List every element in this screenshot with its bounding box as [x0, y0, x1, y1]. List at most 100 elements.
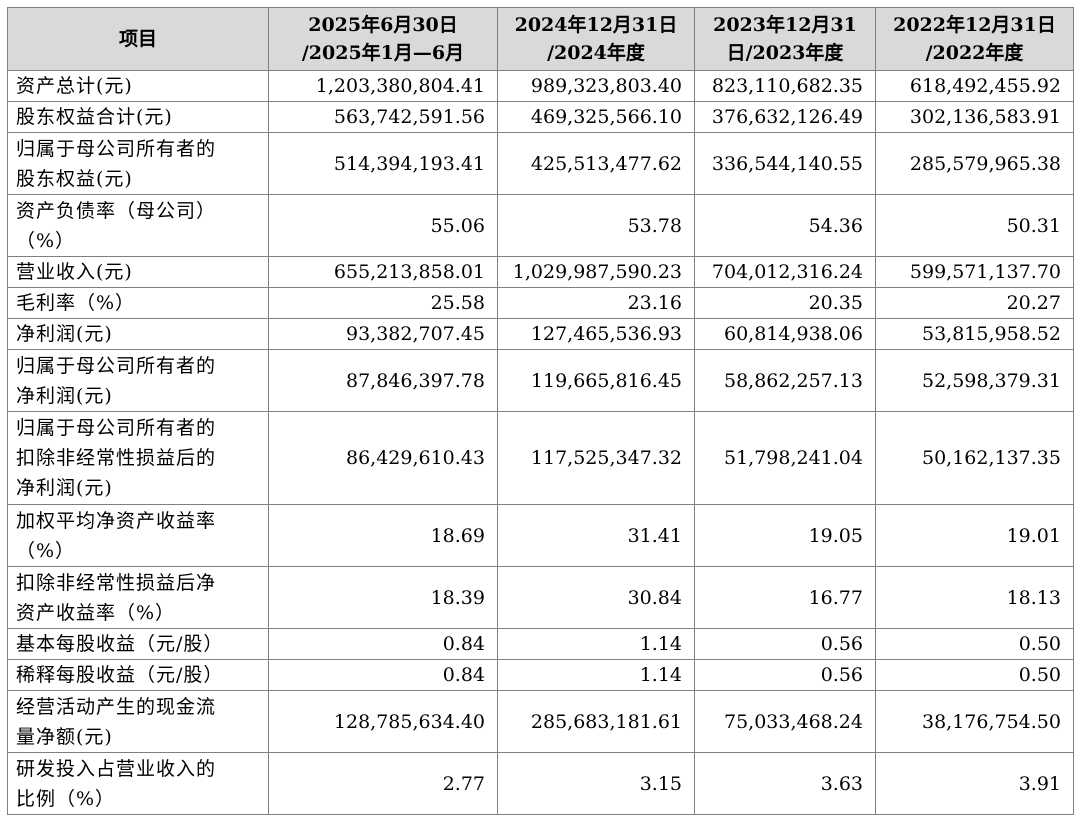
row-label-line: 资产负债率（母公司） — [16, 199, 217, 222]
row-label-line: 净利润(元) — [16, 323, 113, 345]
header-item: 项目 — [7, 7, 269, 71]
value-cell: 0.56 — [694, 659, 876, 691]
value-cell: 51,798,241.04 — [694, 411, 876, 505]
value-cell: 127,465,536.93 — [497, 318, 695, 350]
row-label-line: （%） — [16, 539, 76, 562]
row-label-line: 资产收益率（%） — [16, 601, 176, 624]
row-label-line: 加权平均净资产收益率 — [16, 509, 217, 532]
value-cell: 50.31 — [875, 194, 1074, 257]
row-label-line: 毛利率（%） — [16, 292, 136, 314]
value-cell: 38,176,754.50 — [875, 690, 1074, 753]
row-label-line: 营业收入(元) — [16, 261, 133, 283]
value-cell: 86,429,610.43 — [268, 411, 498, 505]
value-cell: 1.14 — [497, 659, 695, 691]
row-label-line: 股东权益合计(元) — [16, 106, 173, 128]
value-cell: 599,571,137.70 — [875, 256, 1074, 288]
value-cell: 16.77 — [694, 566, 876, 629]
value-cell: 302,136,583.91 — [875, 101, 1074, 133]
value-cell: 20.27 — [875, 287, 1074, 319]
value-cell: 119,665,816.45 — [497, 349, 695, 412]
value-cell: 3.91 — [875, 752, 1074, 815]
value-cell: 18.13 — [875, 566, 1074, 629]
value-cell: 514,394,193.41 — [268, 132, 498, 195]
value-cell: 53.78 — [497, 194, 695, 257]
row-label: 研发投入占营业收入的 比例（%） — [7, 752, 269, 815]
value-cell: 563,742,591.56 — [268, 101, 498, 133]
value-cell: 25.58 — [268, 287, 498, 319]
value-cell: 31.41 — [497, 504, 695, 567]
value-cell: 75,033,468.24 — [694, 690, 876, 753]
value-cell: 128,785,634.40 — [268, 690, 498, 753]
value-cell: 0.84 — [268, 659, 498, 691]
value-cell: 60,814,938.06 — [694, 318, 876, 350]
table-row: 股东权益合计(元) 563,742,591.56 469,325,566.10 376… — [7, 101, 1074, 133]
value-cell: 53,815,958.52 — [875, 318, 1074, 350]
row-label-line: 归属于母公司所有者的 — [16, 417, 217, 439]
header-period-2025h1: 2025年6月30日 /2025年1月—6月 — [268, 7, 498, 71]
value-cell: 823,110,682.35 — [694, 70, 876, 102]
row-label: 净利润(元) — [7, 318, 269, 350]
value-cell: 50,162,137.35 — [875, 411, 1074, 505]
row-label-line: 比例（%） — [16, 787, 116, 810]
value-cell: 425,513,477.62 — [497, 132, 695, 195]
value-cell: 55.06 — [268, 194, 498, 257]
value-cell: 18.69 — [268, 504, 498, 567]
row-label: 毛利率（%） — [7, 287, 269, 319]
value-cell: 58,862,257.13 — [694, 349, 876, 412]
value-cell: 704,012,316.24 — [694, 256, 876, 288]
row-label: 资产总计(元) — [7, 70, 269, 102]
row-label-line: 归属于母公司所有者的 — [16, 137, 217, 160]
row-label-line: 经营活动产生的现金流 — [16, 695, 217, 718]
table-row: 加权平均净资产收益率 （%） 18.69 31.41 19.05 19.01 — [7, 504, 1074, 567]
value-cell: 336,544,140.55 — [694, 132, 876, 195]
row-label-line: 稀释每股收益（元/股） — [16, 664, 224, 686]
row-label-line: 扣除非经常性损益后净 — [16, 571, 217, 594]
value-cell: 469,325,566.10 — [497, 101, 695, 133]
row-label-line: 基本每股收益（元/股） — [16, 633, 224, 655]
row-label-line: 扣除非经常性损益后的 — [16, 447, 217, 469]
value-cell: 3.15 — [497, 752, 695, 815]
row-label: 经营活动产生的现金流 量净额(元) — [7, 690, 269, 753]
value-cell: 1,203,380,804.41 — [268, 70, 498, 102]
row-label: 扣除非经常性损益后净 资产收益率（%） — [7, 566, 269, 629]
value-cell: 285,579,965.38 — [875, 132, 1074, 195]
table-row: 毛利率（%） 25.58 23.16 20.35 20.27 — [7, 287, 1074, 319]
row-label-line: （%） — [16, 229, 76, 252]
value-cell: 23.16 — [497, 287, 695, 319]
row-label: 资产负债率（母公司） （%） — [7, 194, 269, 257]
value-cell: 0.50 — [875, 659, 1074, 691]
header-period-2024: 2024年12月31日 /2024年度 — [497, 7, 695, 71]
row-label-line: 净利润(元) — [16, 477, 113, 499]
table-header-row: 项目 2025年6月30日 /2025年1月—6月 2024年12月31日 /2… — [7, 7, 1074, 71]
table-row: 基本每股收益（元/股） 0.84 1.14 0.56 0.50 — [7, 628, 1074, 660]
value-cell: 20.35 — [694, 287, 876, 319]
value-cell: 0.56 — [694, 628, 876, 660]
value-cell: 1,029,987,590.23 — [497, 256, 695, 288]
row-label-line: 资产总计(元) — [16, 75, 133, 97]
value-cell: 19.01 — [875, 504, 1074, 567]
value-cell: 93,382,707.45 — [268, 318, 498, 350]
value-cell: 19.05 — [694, 504, 876, 567]
value-cell: 54.36 — [694, 194, 876, 257]
table-row: 营业收入(元) 655,213,858.01 1,029,987,590.23 704… — [7, 256, 1074, 288]
value-cell: 3.63 — [694, 752, 876, 815]
row-label: 加权平均净资产收益率 （%） — [7, 504, 269, 567]
financial-data-table: 项目 2025年6月30日 /2025年1月—6月 2024年12月31日 /2… — [7, 7, 1074, 815]
value-cell: 285,683,181.61 — [497, 690, 695, 753]
value-cell: 0.84 — [268, 628, 498, 660]
table-row: 资产总计(元) 1,203,380,804.41 989,323,803.40 823… — [7, 70, 1074, 102]
header-period-2023: 2023年12月31 日/2023年度 — [694, 7, 876, 71]
table-row: 归属于母公司所有者的 扣除非经常性损益后的 净利润(元) 86,429,610.43 1… — [7, 411, 1074, 505]
table-row: 经营活动产生的现金流 量净额(元) 128,785,634.40 285,683,18… — [7, 690, 1074, 753]
value-cell: 376,632,126.49 — [694, 101, 876, 133]
value-cell: 655,213,858.01 — [268, 256, 498, 288]
table-row: 资产负债率（母公司） （%） 55.06 53.78 54.36 50.31 — [7, 194, 1074, 257]
table-body: 资产总计(元) 1,203,380,804.41 989,323,803.40 823… — [7, 70, 1074, 815]
value-cell: 52,598,379.31 — [875, 349, 1074, 412]
value-cell: 18.39 — [268, 566, 498, 629]
table-row: 归属于母公司所有者的 股东权益(元) 514,394,193.41 425,513,4… — [7, 132, 1074, 195]
value-cell: 30.84 — [497, 566, 695, 629]
row-label-line: 股东权益(元) — [16, 167, 133, 190]
value-cell: 2.77 — [268, 752, 498, 815]
row-label-line: 研发投入占营业收入的 — [16, 757, 217, 780]
